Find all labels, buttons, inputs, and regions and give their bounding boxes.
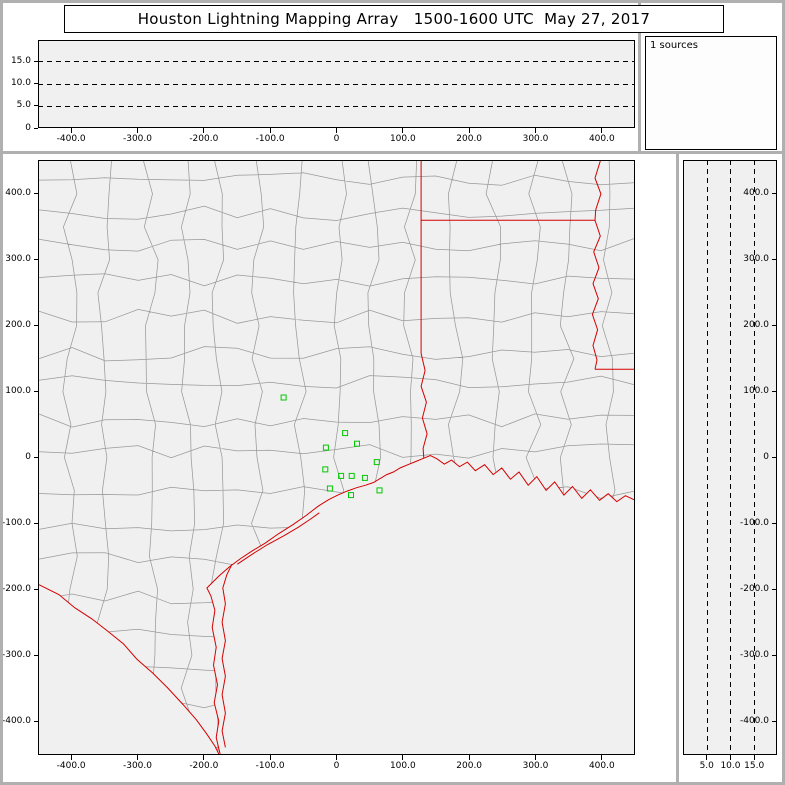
x-tick-label: 400.0 — [577, 762, 627, 771]
x-tick-label: -200.0 — [179, 762, 229, 771]
x-tick — [469, 755, 470, 760]
map-panel — [38, 160, 635, 755]
y-tick-label: 10.0 — [0, 79, 31, 88]
x-tick — [730, 755, 731, 760]
y-tick-label: 400.0 — [0, 189, 31, 198]
x-tick-label: 100.0 — [378, 762, 428, 771]
gulf-mask — [207, 456, 634, 755]
x-tick-label: 400.0 — [577, 135, 627, 144]
map-canvas — [39, 161, 634, 754]
station-marker — [362, 475, 367, 480]
x-tick — [270, 755, 271, 760]
y-tick-label: -100.0 — [0, 519, 31, 528]
texas-east-border-line — [421, 161, 427, 458]
x-tick — [203, 128, 204, 133]
x-tick — [402, 755, 403, 760]
x-tick-label: -400.0 — [46, 135, 96, 144]
y-tick-label: 15.0 — [0, 57, 31, 66]
station-marker — [349, 473, 354, 478]
mississippi-river-line — [592, 161, 601, 369]
y-tick-label: 0 — [0, 124, 31, 133]
x-tick — [270, 128, 271, 133]
station-marker — [327, 486, 332, 491]
title-bar: Houston Lightning Mapping Array 1500-160… — [64, 5, 724, 33]
x-tick — [336, 128, 337, 133]
x-tick — [402, 128, 403, 133]
altitude-ns-panel — [683, 160, 777, 755]
x-tick — [535, 128, 536, 133]
y-tick-label: 0 — [0, 453, 31, 462]
x-tick-label: -400.0 — [46, 762, 96, 771]
sources-count-label: 1 sources — [650, 40, 698, 51]
lma-stations — [281, 395, 382, 498]
y-tick-label: -200.0 — [0, 585, 31, 594]
x-tick — [336, 755, 337, 760]
lma-display: Houston Lightning Mapping Array 1500-160… — [0, 0, 785, 785]
sources-count-panel: 1 sources — [645, 36, 777, 150]
station-marker — [323, 445, 328, 450]
page-title: Houston Lightning Mapping Array 1500-160… — [138, 10, 651, 28]
x-tick-label: 300.0 — [511, 762, 561, 771]
x-tick — [601, 128, 602, 133]
x-tick-label: 200.0 — [444, 762, 494, 771]
x-tick — [203, 755, 204, 760]
x-tick — [535, 755, 536, 760]
x-tick — [601, 755, 602, 760]
altitude-ew-panel — [38, 40, 635, 128]
x-tick-label: 5.0 — [682, 762, 732, 771]
station-marker — [281, 395, 286, 400]
x-tick-label: -300.0 — [113, 135, 163, 144]
y-tick-label: 300.0 — [0, 255, 31, 264]
x-tick-label: -100.0 — [245, 135, 295, 144]
x-tick-label: 15.0 — [729, 762, 779, 771]
y-tick-label: 5.0 — [0, 101, 31, 110]
divider-vertical-right — [676, 151, 679, 782]
x-tick-label: 100.0 — [378, 135, 428, 144]
y-tick-label: -300.0 — [0, 651, 31, 660]
x-tick-label: 200.0 — [444, 135, 494, 144]
y-tick-label: -400.0 — [0, 717, 31, 726]
x-tick — [71, 128, 72, 133]
x-tick-label: 10.0 — [705, 762, 755, 771]
x-tick — [137, 755, 138, 760]
x-tick-label: 0 — [312, 135, 362, 144]
x-tick — [706, 755, 707, 760]
x-tick-label: -200.0 — [179, 135, 229, 144]
x-tick — [137, 128, 138, 133]
station-marker — [355, 441, 360, 446]
station-marker — [323, 467, 328, 472]
x-tick-label: -300.0 — [113, 762, 163, 771]
x-tick-label: -100.0 — [245, 762, 295, 771]
y-tick-label: 200.0 — [0, 321, 31, 330]
x-tick — [754, 755, 755, 760]
x-tick — [469, 128, 470, 133]
station-marker — [374, 460, 379, 465]
x-tick-label: 300.0 — [511, 135, 561, 144]
station-marker — [343, 431, 348, 436]
divider-horizontal — [0, 151, 785, 154]
y-tick-label: 100.0 — [0, 387, 31, 396]
x-tick — [71, 755, 72, 760]
x-tick-label: 0 — [312, 762, 362, 771]
